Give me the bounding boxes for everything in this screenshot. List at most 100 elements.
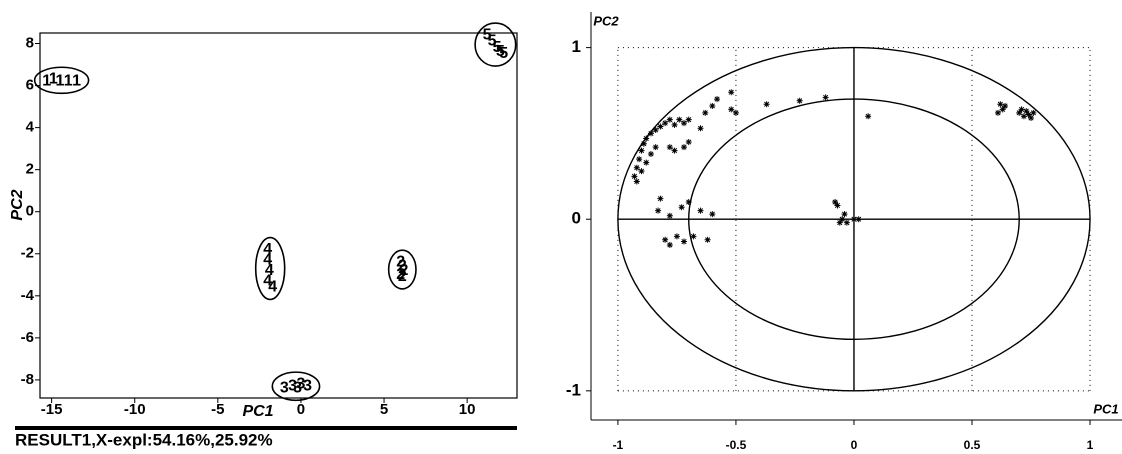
loading-point xyxy=(640,140,647,147)
loading-point xyxy=(697,207,704,214)
loading-point xyxy=(839,216,846,223)
y-tick-label: -1 xyxy=(566,380,581,399)
loading-point xyxy=(662,120,669,127)
loading-point xyxy=(643,135,650,142)
loading-point xyxy=(647,130,654,137)
loading-point xyxy=(631,173,638,180)
loading-point xyxy=(1030,109,1037,116)
x-tick-label: 10 xyxy=(459,401,476,418)
loading-point xyxy=(994,109,1001,116)
point-label: 2 xyxy=(396,253,405,270)
loading-point xyxy=(997,101,1004,108)
point-label: 1 xyxy=(64,73,73,90)
loading-point xyxy=(647,151,654,158)
point-label: 3 xyxy=(296,375,305,392)
point-label: 3 xyxy=(280,380,289,397)
point-label: 2 xyxy=(400,262,409,279)
x-axis-label: PC1 xyxy=(242,403,273,420)
loading-point xyxy=(704,236,711,243)
loading-point xyxy=(638,147,645,154)
loading-point xyxy=(702,109,709,116)
loading-point xyxy=(850,216,857,223)
point-label: 1 xyxy=(72,73,81,90)
point-label: 1 xyxy=(49,70,58,87)
x-tick-label: -5 xyxy=(211,401,224,418)
x-tick-label: -1 xyxy=(613,438,624,452)
loading-point xyxy=(636,156,643,163)
loading-point xyxy=(832,199,839,206)
loading-point xyxy=(685,199,692,206)
y-tick-label: -4 xyxy=(21,287,35,304)
x-tick-label: 0 xyxy=(297,401,305,418)
loading-point xyxy=(655,207,662,214)
loading-point xyxy=(662,236,669,243)
loading-point xyxy=(1025,111,1032,118)
left-frame xyxy=(39,32,518,399)
loading-point xyxy=(1018,106,1025,113)
loading-point xyxy=(843,219,850,226)
x-tick-label: 5 xyxy=(380,401,388,418)
loading-point xyxy=(657,195,664,202)
loading-point xyxy=(732,109,739,116)
loading-point xyxy=(685,138,692,145)
y-tick-label: 6 xyxy=(26,77,34,94)
caption: RESULT1,X-expl:54.16%,25.92% xyxy=(15,430,273,449)
loading-point xyxy=(681,144,688,151)
loading-point xyxy=(678,204,685,211)
loading-point xyxy=(836,219,843,226)
point-label: 5 xyxy=(488,33,497,50)
loading-point xyxy=(1002,102,1009,109)
loading-point xyxy=(690,233,697,240)
y-tick-label: 0 xyxy=(572,209,581,228)
loading-point xyxy=(652,126,659,133)
group-ellipse xyxy=(254,236,286,301)
point-label: 5 xyxy=(496,43,505,60)
loading-point xyxy=(676,116,683,123)
loading-point xyxy=(834,202,841,209)
point-label: 5 xyxy=(499,45,508,62)
loading-point xyxy=(666,116,673,123)
loading-point xyxy=(638,168,645,175)
loading-point xyxy=(796,97,803,104)
point-label: 5 xyxy=(483,26,492,43)
y-tick-label: -2 xyxy=(21,245,34,262)
point-label: 2 xyxy=(398,258,407,275)
point-label: 4 xyxy=(268,279,277,296)
loading-point xyxy=(697,125,704,132)
point-label: 5 xyxy=(493,39,502,56)
point-label: 1 xyxy=(55,73,64,90)
point-label: 2 xyxy=(398,268,407,285)
loading-point xyxy=(633,178,640,185)
loading-point xyxy=(671,147,678,154)
x-axis-label: PC1 xyxy=(1093,401,1118,416)
loading-point xyxy=(728,89,735,96)
x-tick-label: -15 xyxy=(41,401,63,418)
loading-point xyxy=(1023,108,1030,115)
loading-point xyxy=(999,106,1006,113)
loading-point xyxy=(633,164,640,171)
point-label: 2 xyxy=(396,266,405,283)
point-label: 1 xyxy=(42,73,51,90)
loading-point xyxy=(671,121,678,128)
loading-point xyxy=(681,120,688,127)
y-tick-label: 2 xyxy=(26,161,34,178)
loading-point xyxy=(643,159,650,166)
loading-point xyxy=(652,144,659,151)
loading-point xyxy=(666,241,673,248)
loading-point xyxy=(709,211,716,218)
point-label: 3 xyxy=(293,380,302,397)
y-tick-label: 8 xyxy=(26,34,34,51)
loading-point xyxy=(673,233,680,240)
group-ellipse xyxy=(271,371,321,402)
loading-point xyxy=(1020,113,1027,120)
group-ellipse xyxy=(387,249,417,290)
y-axis-label: PC2 xyxy=(593,13,619,28)
loading-point xyxy=(657,123,664,130)
loading-point xyxy=(1028,114,1035,121)
point-label: 3 xyxy=(303,377,312,394)
loading-point xyxy=(822,94,829,101)
loading-point xyxy=(681,238,688,245)
point-label: 4 xyxy=(263,251,272,268)
y-axis-label: PC2 xyxy=(9,189,26,220)
loading-point xyxy=(709,102,716,109)
